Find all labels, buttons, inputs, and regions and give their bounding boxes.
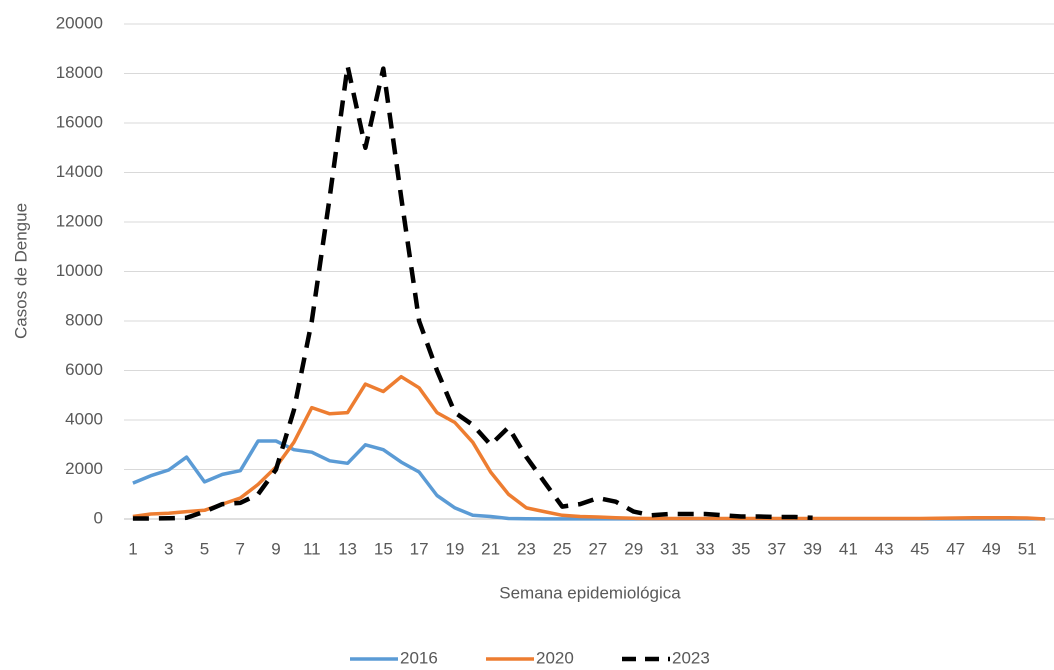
x-tick-label: 29: [624, 539, 643, 558]
x-tick-label: 39: [803, 539, 822, 558]
x-tick-label: 17: [410, 539, 429, 558]
x-tick-label: 15: [374, 539, 393, 558]
y-tick-label: 4000: [65, 409, 103, 428]
x-tick-label: 33: [696, 539, 715, 558]
x-tick-label: 11: [303, 539, 321, 558]
x-tick-label: 9: [271, 539, 280, 558]
y-tick-label: 20000: [56, 13, 103, 32]
x-tick-label: 23: [517, 539, 536, 558]
x-tick-label: 47: [946, 539, 965, 558]
x-tick-label: 43: [875, 539, 894, 558]
line-series: [132, 374, 1046, 521]
x-tick-label: 31: [660, 539, 679, 558]
x-tick-label: 3: [164, 539, 173, 558]
x-tick-label: 1: [128, 539, 137, 558]
x-tick-label: 49: [982, 539, 1001, 558]
y-tick-label: 8000: [65, 310, 103, 329]
x-tick-label: 5: [200, 539, 209, 558]
x-tick-label: 25: [553, 539, 572, 558]
y-tick-label: 18000: [56, 63, 103, 82]
x-tick-label: 41: [839, 539, 858, 558]
x-tick-label: 19: [445, 539, 464, 558]
line-series: [132, 63, 813, 521]
y-tick-label: 0: [94, 508, 103, 527]
y-axis-title: Casos de Dengue: [11, 203, 30, 339]
y-tick-label: 10000: [56, 261, 103, 280]
x-tick-label: 51: [1018, 539, 1037, 558]
y-tick-label: 6000: [65, 360, 103, 379]
x-tick-label: 7: [236, 539, 245, 558]
x-tick-label: 27: [588, 539, 607, 558]
y-tick-label: 2000: [65, 459, 103, 478]
x-axis-title: Semana epidemiológica: [499, 583, 681, 602]
legend-label: 2020: [536, 648, 574, 667]
x-tick-label: 13: [338, 539, 357, 558]
legend-label: 2016: [400, 648, 438, 667]
y-tick-label: 12000: [56, 211, 103, 230]
y-tick-label: 16000: [56, 112, 103, 131]
x-tick-label: 45: [910, 539, 929, 558]
x-tick-label: 35: [732, 539, 751, 558]
x-tick-label: 37: [767, 539, 786, 558]
line-series: [132, 439, 1046, 521]
y-tick-label: 14000: [56, 162, 103, 181]
x-tick-label: 21: [481, 539, 500, 558]
legend-label: 2023: [672, 648, 710, 667]
